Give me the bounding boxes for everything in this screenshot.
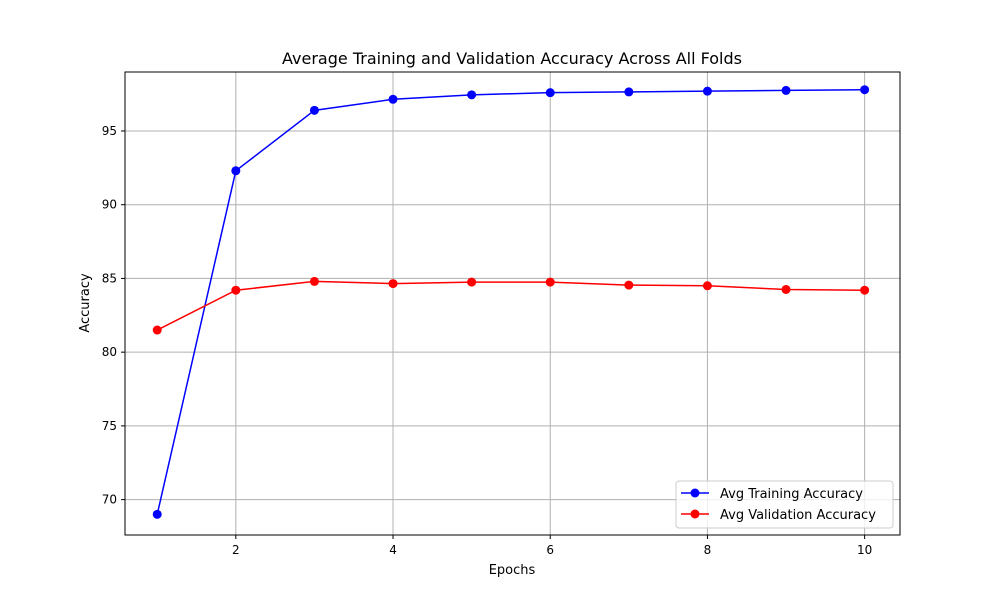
validation-accuracy-point: [231, 285, 241, 295]
training-accuracy-point: [467, 90, 477, 100]
x-tick-label: 4: [389, 543, 397, 557]
y-tick-label: 90: [102, 198, 117, 212]
y-tick-label: 75: [102, 419, 117, 433]
validation-accuracy-point: [152, 325, 162, 335]
y-tick-label: 95: [102, 124, 117, 138]
legend-label-training: Avg Training Accuracy: [720, 487, 863, 502]
x-tick-label: 8: [704, 543, 712, 557]
legend-label-validation: Avg Validation Accuracy: [720, 508, 876, 523]
series-layer: [152, 85, 870, 519]
x-tick-label: 6: [546, 543, 554, 557]
legend: Avg Training Accuracy Avg Validation Acc…: [675, 480, 894, 529]
training-accuracy-point: [702, 86, 712, 96]
validation-accuracy-line: [156, 280, 865, 331]
validation-accuracy-point: [624, 280, 634, 290]
x-tick-label: 2: [232, 543, 240, 557]
y-axis-label: Accuracy: [78, 273, 93, 333]
validation-accuracy-point: [545, 277, 555, 287]
x-axis-ticks: 2 4 6 8 10: [232, 535, 872, 557]
training-accuracy-point: [624, 87, 634, 97]
validation-accuracy-point: [467, 277, 477, 287]
legend-marker-validation: [690, 509, 700, 519]
validation-accuracy-point: [309, 276, 319, 286]
y-axis-ticks: 70 75 80 85 90 95: [102, 124, 125, 507]
training-accuracy-point: [545, 88, 555, 98]
training-accuracy-point: [152, 509, 162, 519]
plot-area-frame: [124, 71, 901, 536]
validation-accuracy-point: [860, 285, 870, 295]
x-axis-label: Epochs: [489, 563, 536, 578]
validation-accuracy-point: [781, 284, 791, 294]
y-tick-label: 85: [102, 271, 117, 285]
y-tick-label: 80: [102, 345, 117, 359]
legend-box: [675, 480, 894, 529]
training-accuracy-point: [781, 85, 791, 95]
legend-marker-training: [690, 488, 700, 498]
chart-title: Average Training and Validation Accuracy…: [282, 49, 742, 68]
training-accuracy-point: [388, 94, 398, 104]
validation-accuracy-point: [388, 279, 398, 289]
training-accuracy-point: [860, 85, 870, 95]
y-tick-label: 70: [102, 493, 117, 507]
training-accuracy-point: [231, 166, 241, 176]
training-accuracy-line: [156, 88, 865, 515]
gridlines: [125, 72, 900, 535]
x-tick-label: 10: [857, 543, 872, 557]
training-accuracy-point: [309, 105, 319, 115]
validation-accuracy-point: [702, 281, 712, 291]
